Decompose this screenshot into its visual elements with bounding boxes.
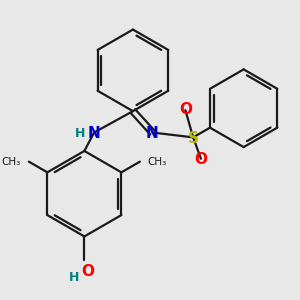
Text: O: O	[179, 102, 192, 117]
Text: O: O	[194, 152, 207, 167]
Text: CH₃: CH₃	[148, 157, 167, 167]
Text: CH₃: CH₃	[2, 157, 21, 167]
Text: N: N	[146, 126, 159, 141]
Text: N: N	[88, 126, 100, 141]
Text: O: O	[81, 264, 94, 279]
Text: S: S	[188, 131, 199, 146]
Text: H: H	[75, 127, 86, 140]
Text: H: H	[68, 271, 79, 284]
